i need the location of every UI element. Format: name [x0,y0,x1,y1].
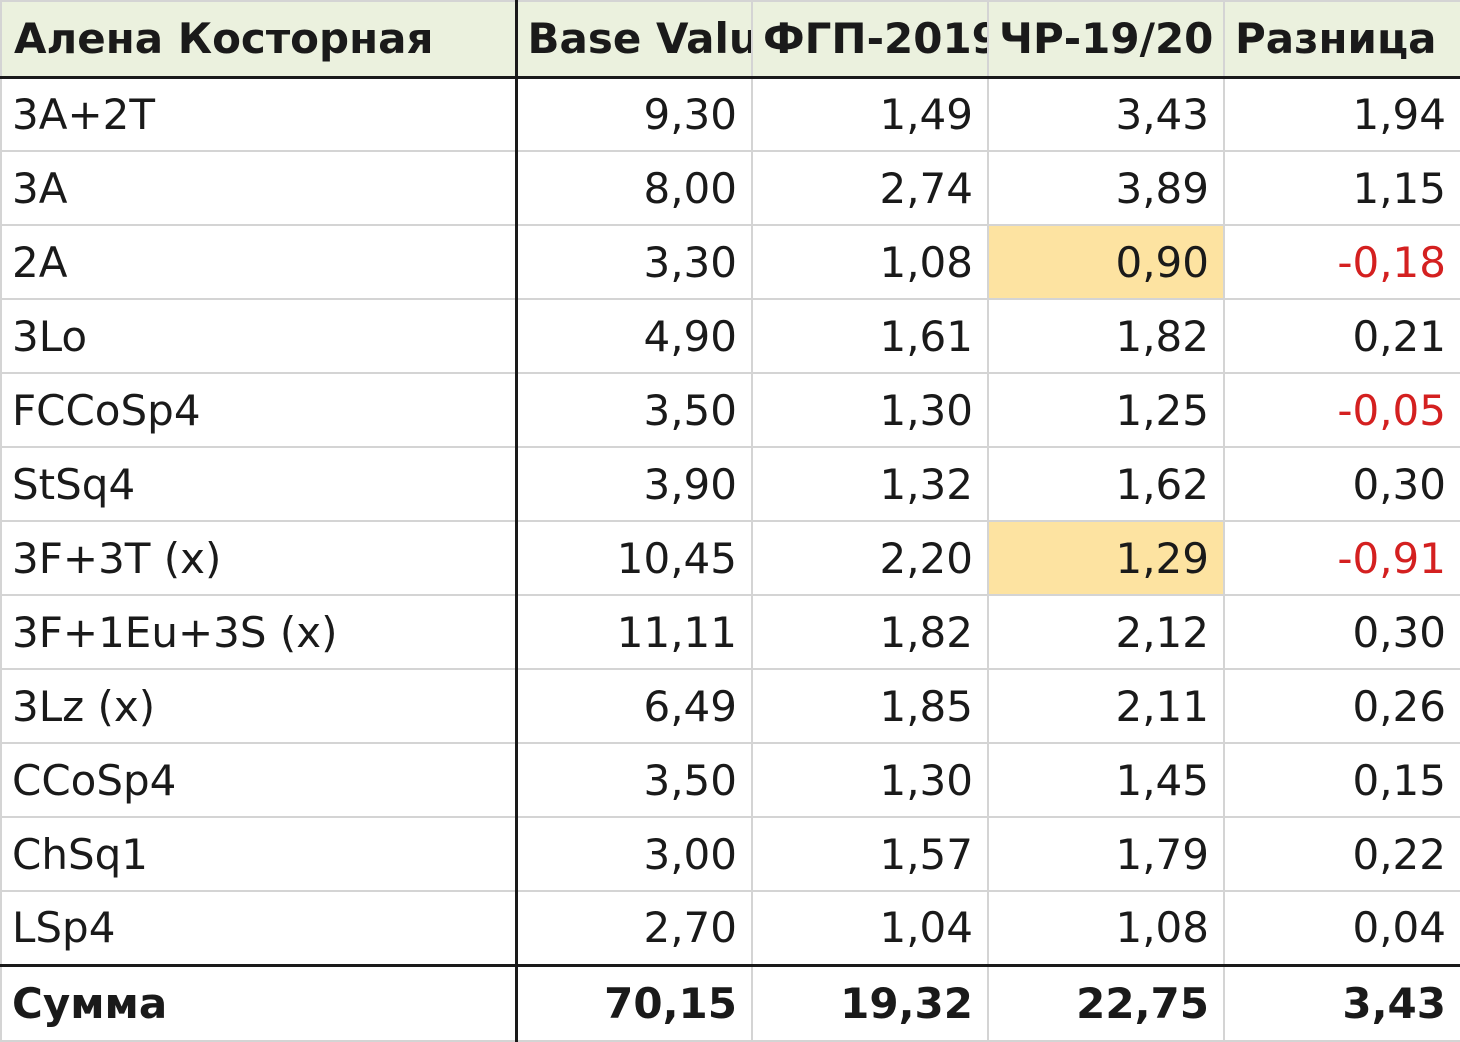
table-row: LSp4 2,70 1,04 1,08 0,04 [0,890,1460,966]
element-cell[interactable]: 3F+1Eu+3S (x) [0,594,518,670]
diff-cell[interactable]: 0,15 [1223,742,1460,818]
chr-19-20-cell[interactable]: 0,90 [987,224,1225,300]
chr-19-20-cell[interactable]: 2,12 [987,594,1225,670]
element-cell[interactable]: 3Lz (x) [0,668,518,744]
base-value-cell[interactable]: 3,50 [515,742,753,818]
element-cell[interactable]: 3A+2T [0,76,518,152]
base-value-cell[interactable]: 2,70 [515,890,753,966]
chr-19-20-cell[interactable]: 1,62 [987,446,1225,522]
diff-cell[interactable]: -0,91 [1223,520,1460,596]
total-fgp-2019-cell[interactable]: 19,32 [751,963,989,1042]
table-row: 3Lz (x) 6,49 1,85 2,11 0,26 [0,668,1460,744]
base-value-cell[interactable]: 11,11 [515,594,753,670]
table-row: 3A 8,00 2,74 3,89 1,15 [0,150,1460,226]
fgp-2019-cell[interactable]: 1,30 [751,372,989,448]
base-value-cell[interactable]: 3,00 [515,816,753,892]
header-cell-diff[interactable]: Разница [1223,0,1460,79]
fgp-2019-cell[interactable]: 1,04 [751,890,989,966]
base-value-cell[interactable]: 3,30 [515,224,753,300]
fgp-2019-cell[interactable]: 1,85 [751,668,989,744]
chr-19-20-cell[interactable]: 1,08 [987,890,1225,966]
fgp-2019-cell[interactable]: 1,30 [751,742,989,818]
chr-19-20-cell[interactable]: 1,79 [987,816,1225,892]
chr-19-20-cell[interactable]: 1,82 [987,298,1225,374]
diff-cell[interactable]: -0,18 [1223,224,1460,300]
header-row: Алена Косторная Base Valu ФГП-2019 ЧР-19… [0,0,1460,79]
table-row: 3F+1Eu+3S (x) 11,11 1,82 2,12 0,30 [0,594,1460,670]
diff-cell[interactable]: 0,22 [1223,816,1460,892]
diff-cell[interactable]: -0,05 [1223,372,1460,448]
table-row: StSq4 3,90 1,32 1,62 0,30 [0,446,1460,522]
fgp-2019-cell[interactable]: 1,32 [751,446,989,522]
element-cell[interactable]: FCCoSp4 [0,372,518,448]
table-row: FCCoSp4 3,50 1,30 1,25 -0,05 [0,372,1460,448]
fgp-2019-cell[interactable]: 1,49 [751,76,989,152]
base-value-cell[interactable]: 6,49 [515,668,753,744]
header-cell-fgp-2019[interactable]: ФГП-2019 [751,0,989,79]
total-row: Сумма 70,15 19,32 22,75 3,43 [0,963,1460,1042]
base-value-cell[interactable]: 8,00 [515,150,753,226]
fgp-2019-cell[interactable]: 2,20 [751,520,989,596]
diff-cell[interactable]: 1,15 [1223,150,1460,226]
header-cell-skater[interactable]: Алена Косторная [0,0,518,79]
chr-19-20-cell[interactable]: 2,11 [987,668,1225,744]
base-value-cell[interactable]: 3,50 [515,372,753,448]
table-row: ChSq1 3,00 1,57 1,79 0,22 [0,816,1460,892]
diff-cell[interactable]: 0,30 [1223,446,1460,522]
table-row: 3A+2T 9,30 1,49 3,43 1,94 [0,76,1460,152]
element-cell[interactable]: 3F+3T (x) [0,520,518,596]
header-cell-chr-19-20[interactable]: ЧР-19/20 [987,0,1225,79]
diff-cell[interactable]: 0,21 [1223,298,1460,374]
chr-19-20-cell[interactable]: 1,45 [987,742,1225,818]
total-base-value-cell[interactable]: 70,15 [515,963,753,1042]
fgp-2019-cell[interactable]: 1,08 [751,224,989,300]
element-cell[interactable]: 3A [0,150,518,226]
chr-19-20-cell[interactable]: 3,43 [987,76,1225,152]
fgp-2019-cell[interactable]: 1,82 [751,594,989,670]
element-cell[interactable]: ChSq1 [0,816,518,892]
header-cell-base-value[interactable]: Base Valu [515,0,753,79]
diff-cell[interactable]: 0,26 [1223,668,1460,744]
table-row: 2A 3,30 1,08 0,90 -0,18 [0,224,1460,300]
diff-cell[interactable]: 1,94 [1223,76,1460,152]
base-value-cell[interactable]: 9,30 [515,76,753,152]
table-row: 3Lo 4,90 1,61 1,82 0,21 [0,298,1460,374]
element-cell[interactable]: 3Lo [0,298,518,374]
element-cell[interactable]: LSp4 [0,890,518,966]
diff-cell[interactable]: 0,30 [1223,594,1460,670]
base-value-cell[interactable]: 3,90 [515,446,753,522]
base-value-cell[interactable]: 4,90 [515,298,753,374]
diff-cell[interactable]: 0,04 [1223,890,1460,966]
element-cell[interactable]: StSq4 [0,446,518,522]
total-chr-19-20-cell[interactable]: 22,75 [987,963,1225,1042]
total-diff-cell[interactable]: 3,43 [1223,963,1460,1042]
fgp-2019-cell[interactable]: 2,74 [751,150,989,226]
element-cell[interactable]: CCoSp4 [0,742,518,818]
base-value-cell[interactable]: 10,45 [515,520,753,596]
table-row: CCoSp4 3,50 1,30 1,45 0,15 [0,742,1460,818]
total-element-cell[interactable]: Сумма [0,963,518,1042]
chr-19-20-cell[interactable]: 1,25 [987,372,1225,448]
element-cell[interactable]: 2A [0,224,518,300]
fgp-2019-cell[interactable]: 1,57 [751,816,989,892]
chr-19-20-cell[interactable]: 3,89 [987,150,1225,226]
fgp-2019-cell[interactable]: 1,61 [751,298,989,374]
table-row: 3F+3T (x) 10,45 2,20 1,29 -0,91 [0,520,1460,596]
chr-19-20-cell[interactable]: 1,29 [987,520,1225,596]
